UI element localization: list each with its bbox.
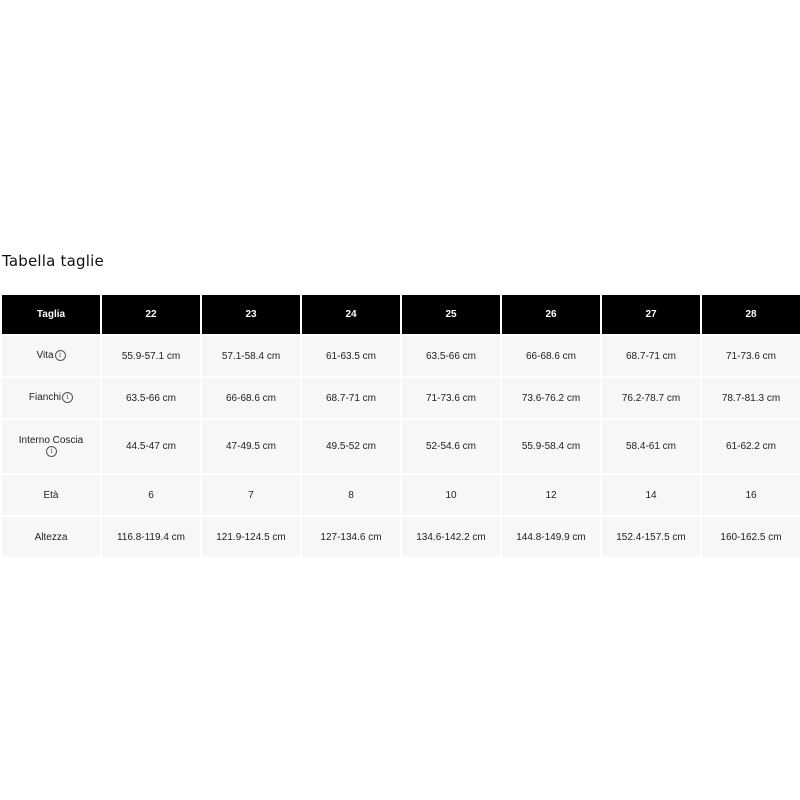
table-cell: 144.8-149.9 cm bbox=[502, 517, 600, 557]
table-cell: 47-49.5 cm bbox=[202, 420, 300, 473]
table-row: Altezza 116.8-119.4 cm 121.9-124.5 cm 127-1… bbox=[2, 517, 800, 557]
table-cell: 10 bbox=[402, 475, 500, 515]
table-cell: 127-134.6 cm bbox=[302, 517, 400, 557]
table-row: Età 6 7 8 10 12 14 16 bbox=[2, 475, 800, 515]
page-title: Tabella taglie bbox=[2, 252, 104, 270]
table-cell: 49.5-52 cm bbox=[302, 420, 400, 473]
table-cell: 66-68.6 cm bbox=[202, 378, 300, 418]
header-size-24: 24 bbox=[302, 295, 400, 334]
header-size-28: 28 bbox=[702, 295, 800, 334]
row-label: Fianchi bbox=[28, 392, 62, 404]
table-cell: 8 bbox=[302, 475, 400, 515]
header-size-23: 23 bbox=[202, 295, 300, 334]
table-cell: 57.1-58.4 cm bbox=[202, 336, 300, 376]
info-circle-icon[interactable]: i bbox=[46, 446, 57, 458]
table-cell: 6 bbox=[102, 475, 200, 515]
header-size-label: Taglia bbox=[2, 295, 100, 334]
header-size-25: 25 bbox=[402, 295, 500, 334]
row-label: Età bbox=[43, 489, 59, 501]
row-label-cell: Vita i bbox=[2, 336, 100, 376]
row-label-cell: Età bbox=[2, 475, 100, 515]
table-cell: 71-73.6 cm bbox=[702, 336, 800, 376]
table-cell: 16 bbox=[702, 475, 800, 515]
table-cell: 66-68.6 cm bbox=[502, 336, 600, 376]
table-cell: 55.9-58.4 cm bbox=[502, 420, 600, 473]
table-cell: 44.5-47 cm bbox=[102, 420, 200, 473]
table-cell: 63.5-66 cm bbox=[402, 336, 500, 376]
row-label: Interno Coscia bbox=[18, 435, 84, 447]
table-row: Fianchi i 63.5-66 cm 66-68.6 cm 68.7-71 cm 71… bbox=[2, 378, 800, 418]
table-cell: 63.5-66 cm bbox=[102, 378, 200, 418]
table-cell: 61-63.5 cm bbox=[302, 336, 400, 376]
table-cell: 61-62.2 cm bbox=[702, 420, 800, 473]
table-cell: 73.6-76.2 cm bbox=[502, 378, 600, 418]
table-header-row: Taglia 22 23 24 25 26 27 28 bbox=[2, 295, 800, 334]
row-label-cell: Interno Coscia i bbox=[2, 420, 100, 473]
row-label-cell: Altezza bbox=[2, 517, 100, 557]
table-cell: 12 bbox=[502, 475, 600, 515]
header-size-27: 27 bbox=[602, 295, 700, 334]
table-row: Interno Coscia i 44.5-47 cm 47-49.5 cm 49.5-… bbox=[2, 420, 800, 473]
info-circle-icon[interactable]: i bbox=[62, 392, 74, 404]
row-label: Altezza bbox=[34, 531, 68, 543]
row-label: Vita bbox=[36, 350, 54, 362]
table-cell: 55.9-57.1 cm bbox=[102, 336, 200, 376]
table-cell: 68.7-71 cm bbox=[602, 336, 700, 376]
table-cell: 68.7-71 cm bbox=[302, 378, 400, 418]
table-cell: 78.7-81.3 cm bbox=[702, 378, 800, 418]
header-size-26: 26 bbox=[502, 295, 600, 334]
header-size-22: 22 bbox=[102, 295, 200, 334]
table-cell: 14 bbox=[602, 475, 700, 515]
table-cell: 76.2-78.7 cm bbox=[602, 378, 700, 418]
table-cell: 152.4-157.5 cm bbox=[602, 517, 700, 557]
table-cell: 116.8-119.4 cm bbox=[102, 517, 200, 557]
table-cell: 7 bbox=[202, 475, 300, 515]
table-cell: 58.4-61 cm bbox=[602, 420, 700, 473]
info-circle-icon[interactable]: i bbox=[54, 350, 66, 362]
table-cell: 71-73.6 cm bbox=[402, 378, 500, 418]
table-cell: 134.6-142.2 cm bbox=[402, 517, 500, 557]
table-row: Vita i 55.9-57.1 cm 57.1-58.4 cm 61-63.5 cm 6… bbox=[2, 336, 800, 376]
table-cell: 121.9-124.5 cm bbox=[202, 517, 300, 557]
row-label-cell: Fianchi i bbox=[2, 378, 100, 418]
table-cell: 160-162.5 cm bbox=[702, 517, 800, 557]
table-cell: 52-54.6 cm bbox=[402, 420, 500, 473]
size-chart-table: Taglia 22 23 24 25 26 27 28 Vita i 55.9-57.1 cm 57… bbox=[0, 293, 800, 559]
